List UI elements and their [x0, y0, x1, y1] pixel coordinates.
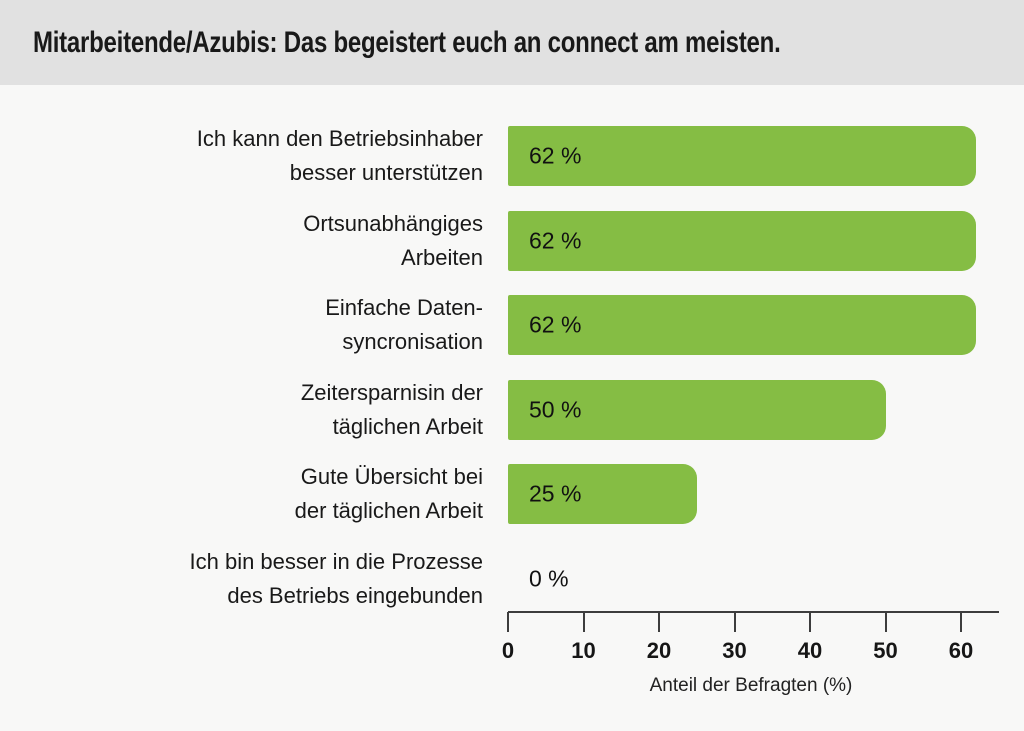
x-axis-tick-label: 60 [948, 638, 974, 663]
bar-area: 25 % [508, 464, 1024, 525]
value-label: 25 % [529, 480, 582, 507]
bar-row: Gute Übersicht bei der täglichen Arbeit … [0, 452, 1024, 537]
bar [508, 126, 977, 187]
x-axis-tick-label: 20 [646, 638, 672, 663]
category-label: Ortsunabhängiges Arbeiten [303, 210, 483, 270]
bar-chart: Ich kann den Betriebsinhaber besser unte… [0, 85, 1024, 730]
category-label: Ich bin besser in die Prozesse des Betri… [189, 548, 484, 608]
chart-title: Mitarbeitende/Azubis: Das begeistert euc… [33, 25, 781, 59]
x-axis-tick-label: 0 [501, 638, 515, 663]
x-axis-line [508, 611, 999, 613]
x-axis-tick [582, 612, 585, 632]
bar-row: Ich bin besser in die Prozesse des Betri… [0, 537, 1024, 622]
bar [508, 379, 886, 440]
bar-row: Ich kann den Betriebsinhaber besser unte… [0, 114, 1024, 199]
value-label: 0 % [529, 565, 569, 592]
bar-area: 0 % [508, 549, 1024, 609]
value-label: 62 % [529, 311, 582, 338]
bar-area: 62 % [508, 295, 1024, 356]
x-axis-tick [884, 612, 887, 632]
bar-area: 62 % [508, 210, 1024, 271]
category-label: Einfache Daten- syncronisation [325, 295, 483, 355]
x-axis-tick-label: 30 [722, 638, 747, 663]
bar-row: Einfache Daten- syncronisation 62 % [0, 283, 1024, 368]
x-axis-tick [507, 612, 509, 632]
bar-area: 62 % [508, 126, 1024, 187]
x-axis-tick [658, 612, 660, 632]
x-axis-tick-label: 40 [797, 638, 823, 663]
value-label: 62 % [529, 227, 582, 254]
bar [508, 210, 977, 271]
category-label: Ich kann den Betriebsinhaber besser unte… [196, 126, 483, 186]
bar-area: 50 % [508, 379, 1024, 440]
x-axis-tick [960, 612, 962, 632]
bar-row: Ortsunabhängiges Arbeiten 62 % [0, 199, 1024, 284]
x-axis-title: Anteil der Befragten (%) [649, 675, 853, 696]
value-label: 50 % [529, 396, 582, 423]
bar [508, 295, 977, 356]
bar [508, 464, 697, 525]
category-label: Gute Übersicht bei der täglichen Arbeit [294, 464, 483, 524]
chart-rows: Ich kann den Betriebsinhaber besser unte… [0, 114, 1024, 621]
x-axis-tick [809, 612, 811, 632]
x-axis-tick-label: 50 [873, 638, 898, 663]
x-axis-tick-label: 10 [571, 638, 596, 663]
value-label: 62 % [529, 142, 582, 169]
bar-row: Zeitersparnisin der täglichen Arbeit 50 … [0, 368, 1024, 453]
category-label: Zeitersparnisin der täglichen Arbeit [300, 379, 483, 439]
chart-header-banner: Mitarbeitende/Azubis: Das begeistert euc… [0, 0, 1024, 85]
x-axis-tick [733, 612, 736, 632]
